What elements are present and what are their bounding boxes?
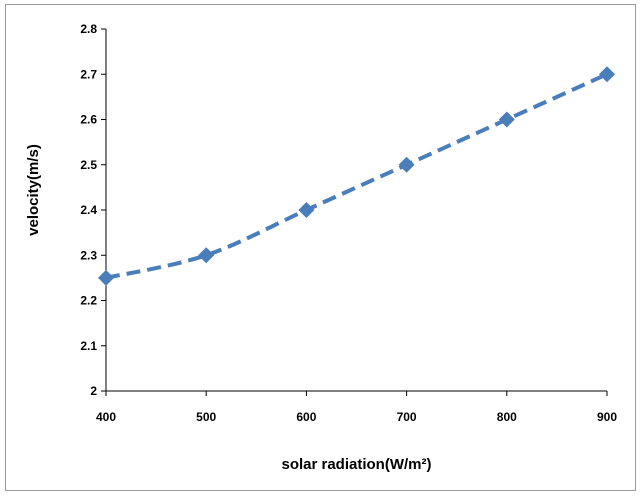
y-tick-label: 2.6 <box>80 113 97 127</box>
y-tick-label: 2.1 <box>80 339 97 353</box>
data-markers <box>98 66 615 286</box>
y-tick-label: 2.3 <box>80 248 97 262</box>
y-axis-title: velocity(m/s) <box>25 144 42 236</box>
x-tick-label: 700 <box>397 410 417 424</box>
axes <box>105 29 607 392</box>
y-tick-label: 2 <box>90 384 97 398</box>
x-axis-title: solar radiation(W/m²) <box>281 456 431 473</box>
data-point-marker <box>298 202 315 218</box>
x-ticks: 400 500 600 700 800 900 <box>96 391 617 424</box>
x-tick-label: 900 <box>597 410 617 424</box>
x-tick-label: 600 <box>296 410 316 424</box>
data-point-marker <box>198 247 215 264</box>
series-line <box>105 72 608 280</box>
y-ticks: 2 2.1 2.2 2.3 2.4 2.5 2.6 2.7 2.8 <box>80 22 106 398</box>
chart-frame <box>5 4 636 491</box>
y-tick-label: 2.5 <box>80 158 97 172</box>
x-tick-label: 800 <box>497 410 517 424</box>
data-point-marker <box>98 269 114 286</box>
x-tick-label: 500 <box>196 410 216 424</box>
y-tick-label: 2.2 <box>80 294 97 308</box>
y-tick-label: 2.8 <box>80 22 97 36</box>
y-tick-label: 2.7 <box>80 67 97 81</box>
data-point-marker <box>599 66 615 83</box>
y-tick-label: 2.4 <box>80 203 97 217</box>
data-point-marker <box>498 111 515 128</box>
x-tick-label: 400 <box>96 410 116 424</box>
data-point-marker <box>398 156 415 173</box>
